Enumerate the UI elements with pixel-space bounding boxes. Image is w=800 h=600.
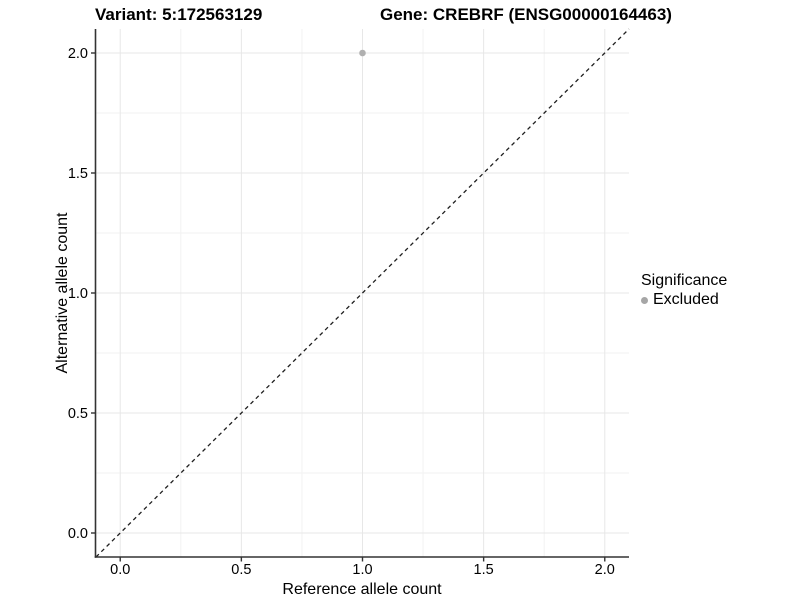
y-axis-title: Alternative allele count	[54, 212, 71, 374]
x-tick-label: 0.0	[110, 562, 130, 578]
x-tick-label: 2.0	[595, 562, 615, 578]
legend-point-icon	[641, 296, 648, 304]
legend-entry-label: Excluded	[653, 291, 719, 308]
legend-entries: Excluded	[637, 290, 727, 310]
x-tick-label: 1.5	[474, 562, 494, 578]
x-axis-title: Reference allele count	[282, 581, 442, 598]
x-tick-label: 0.5	[231, 562, 251, 578]
y-tick-label: 1.0	[68, 286, 88, 302]
legend: Significance Excluded	[637, 271, 727, 310]
gene-title: Gene: CREBRF (ENSG00000164463)	[380, 5, 672, 24]
variant-title: Variant: 5:172563129	[95, 5, 263, 24]
y-tick-label: 0.0	[68, 526, 88, 542]
y-tick-label: 0.5	[68, 406, 88, 422]
identity-dashed-line	[95, 28, 630, 558]
legend-entry: Excluded	[637, 290, 727, 310]
y-tick-label: 2.0	[68, 46, 88, 62]
legend-title: Significance	[641, 272, 728, 289]
chart-layer: 0.0 0.5 1.0 1.5 2.0 0.0 0.5 1.0 1.5 2.0	[68, 28, 630, 578]
y-tick-label: 1.5	[68, 166, 88, 182]
x-tick-label: 1.0	[352, 562, 372, 578]
data-point-excluded	[359, 49, 366, 57]
